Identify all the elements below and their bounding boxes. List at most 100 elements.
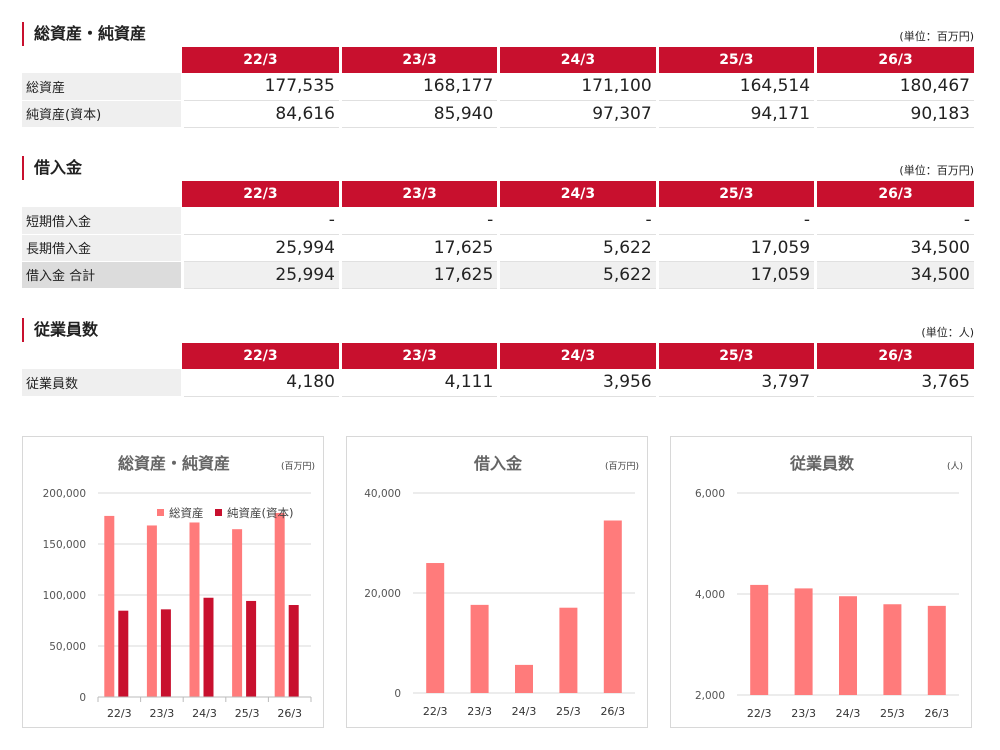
x-tick-label: 26/3 — [600, 705, 625, 718]
employees-section: 従業員数 (単位：人) 22/3 23/3 24/3 25/3 26/3 従業員数 4,18… — [22, 318, 974, 398]
employees-unit: (単位：人) — [921, 326, 974, 339]
table-cell: 34,500 — [815, 261, 974, 289]
column-header: 22/3 — [182, 343, 342, 369]
y-tick-label: 0 — [79, 692, 86, 704]
table-row: 従業員数 4,180 4,111 3,956 3,797 3,765 — [22, 369, 974, 397]
table-cell: 3,956 — [498, 369, 659, 397]
legend-swatch — [157, 509, 164, 516]
table-cell: 4,111 — [340, 369, 501, 397]
header-blank — [22, 47, 182, 73]
header-blank — [22, 181, 182, 207]
column-header: 22/3 — [182, 47, 342, 73]
table-cell: 3,797 — [657, 369, 818, 397]
assets-title: 総資産・純資産 — [22, 22, 146, 46]
bar — [160, 609, 171, 697]
bar — [750, 584, 769, 695]
bar — [839, 596, 857, 695]
y-tick-label: 2,000 — [695, 690, 725, 702]
header-blank — [22, 343, 182, 369]
table-row: 純資産(資本) 84,616 85,940 97,307 94,171 90,183 — [22, 100, 974, 128]
row-label: 総資産 — [22, 73, 184, 101]
bar — [515, 664, 533, 693]
table-row: 長期借入金 25,994 17,625 5,622 17,059 34,500 — [22, 234, 974, 262]
table-cell: 17,059 — [657, 261, 818, 289]
table-cell: 34,500 — [815, 234, 974, 262]
column-header: 26/3 — [815, 47, 974, 73]
table-cell: 164,514 — [657, 73, 818, 101]
row-label: 短期借入金 — [22, 207, 184, 235]
row-label: 純資産(資本) — [22, 100, 184, 128]
column-header: 26/3 — [815, 181, 974, 207]
assets-section: 総資産・純資産 (単位：百万円) 22/3 23/3 24/3 25/3 26/3 総資産… — [22, 22, 974, 130]
table-cell: - — [182, 207, 342, 235]
row-label: 借入金 合計 — [22, 261, 184, 289]
x-tick-label: 22/3 — [423, 705, 448, 718]
table-cell: 17,625 — [340, 261, 501, 289]
debt-chart: 借入金 (百万円) 0 20,000 40,000 22/3 23/3 24/3 25/3 26/… — [364, 454, 639, 718]
table-cell: 25,994 — [182, 261, 342, 289]
x-tick-label: 23/3 — [467, 705, 492, 718]
x-tick-label: 22/3 — [107, 707, 132, 720]
employees-chart: 従業員数 (人) 2,000 4,000 6,000 22/3 23/3 24/3 25/3 26… — [695, 454, 963, 720]
y-tick-label: 4,000 — [695, 589, 725, 601]
bar — [104, 515, 115, 697]
table-cell: 85,940 — [340, 100, 501, 128]
table-cell: - — [815, 207, 974, 235]
table-cell: 97,307 — [498, 100, 659, 128]
x-tick-label: 25/3 — [556, 705, 581, 718]
column-header: 23/3 — [340, 181, 501, 207]
row-label: 従業員数 — [22, 369, 184, 397]
table-cell: 17,625 — [340, 234, 501, 262]
table-row: 短期借入金 - - - - - — [22, 207, 974, 235]
employees-title: 従業員数 — [22, 318, 98, 342]
table-row: 総資産 177,535 168,177 171,100 164,514 180,467 — [22, 73, 974, 101]
table-cell: - — [498, 207, 659, 235]
column-header: 26/3 — [815, 343, 974, 369]
y-tick-label: 20,000 — [364, 588, 401, 600]
employees-chart-panel: 従業員数 (人) 2,000 4,000 6,000 22/3 23/3 24/3 25/3 26… — [670, 436, 972, 728]
column-header: 24/3 — [498, 181, 659, 207]
x-tick-label: 24/3 — [192, 707, 217, 720]
y-tick-label: 50,000 — [49, 641, 86, 653]
debt-section: 借入金 (単位：百万円) 22/3 23/3 24/3 25/3 26/3 短期借入金 - -… — [22, 156, 974, 292]
x-tick-label: 23/3 — [150, 707, 175, 720]
table-cell: 90,183 — [815, 100, 974, 128]
table-cell: 5,622 — [498, 234, 659, 262]
table-cell: - — [340, 207, 501, 235]
bar — [426, 563, 445, 693]
x-tick-label: 22/3 — [747, 707, 772, 720]
x-tick-label: 23/3 — [791, 707, 816, 720]
bar — [203, 597, 214, 697]
assets-chart-panel: 総資産・純資産 (百万円) 0 50,000 100,000 150,000 200,000… — [22, 436, 324, 728]
bar — [559, 607, 578, 693]
column-header: 22/3 — [182, 181, 342, 207]
x-tick-label: 24/3 — [512, 705, 537, 718]
legend-swatch — [215, 509, 222, 516]
table-header-row: 22/3 23/3 24/3 25/3 26/3 — [22, 47, 974, 73]
column-header: 25/3 — [657, 47, 818, 73]
table-cell: 171,100 — [498, 73, 659, 101]
table-cell: 5,622 — [498, 261, 659, 289]
bar — [189, 522, 200, 697]
table-cell: 94,171 — [657, 100, 818, 128]
legend-label: 総資産 — [169, 506, 204, 520]
table-cell: 84,616 — [182, 100, 342, 128]
chart-title: 従業員数 — [789, 454, 855, 473]
y-tick-label: 200,000 — [43, 488, 86, 500]
debt-chart-panel: 借入金 (百万円) 0 20,000 40,000 22/3 23/3 24/3 25/3 26/… — [346, 436, 648, 728]
x-tick-label: 26/3 — [924, 707, 949, 720]
table-row: 借入金 合計 25,994 17,625 5,622 17,059 34,500 — [22, 261, 974, 289]
table-header-row: 22/3 23/3 24/3 25/3 26/3 — [22, 343, 974, 369]
chart-unit: (百万円) — [281, 461, 315, 472]
y-tick-label: 0 — [394, 688, 401, 700]
x-tick-label: 24/3 — [836, 707, 861, 720]
y-tick-label: 40,000 — [364, 488, 401, 500]
table-cell: 25,994 — [182, 234, 342, 262]
table-cell: 168,177 — [340, 73, 501, 101]
table-cell: 17,059 — [657, 234, 818, 262]
bar — [146, 525, 157, 697]
assets-chart: 総資産・純資産 (百万円) 0 50,000 100,000 150,000 200,000… — [43, 454, 315, 720]
bar — [274, 512, 285, 697]
y-tick-label: 100,000 — [43, 590, 86, 602]
y-tick-label: 150,000 — [43, 539, 86, 551]
